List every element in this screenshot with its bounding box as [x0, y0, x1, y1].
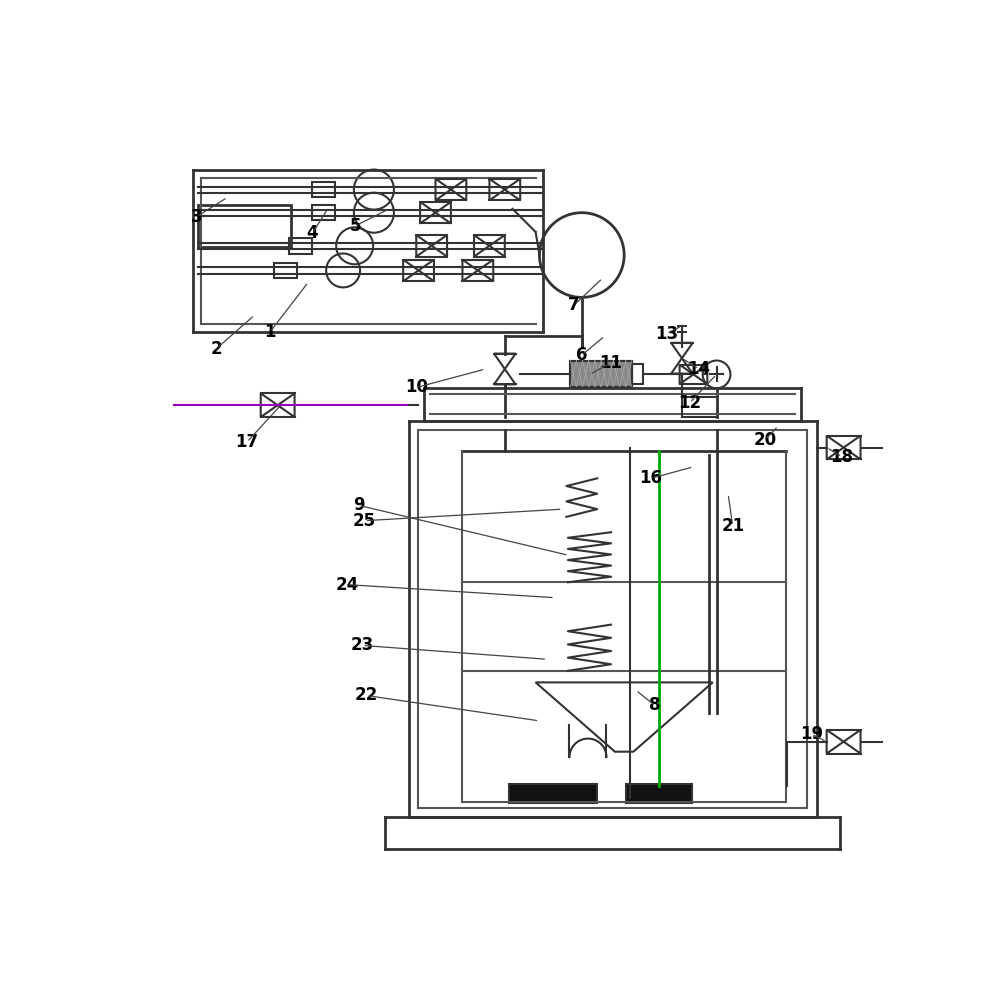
- Text: 4: 4: [306, 224, 318, 242]
- Text: 16: 16: [640, 469, 663, 487]
- Text: 9: 9: [353, 496, 364, 514]
- Text: 6: 6: [576, 347, 588, 365]
- Bar: [570, 361, 632, 387]
- Text: 18: 18: [831, 448, 854, 466]
- Bar: [198, 205, 291, 247]
- Bar: [626, 784, 692, 804]
- Text: 5: 5: [350, 217, 361, 235]
- Text: 22: 22: [355, 686, 378, 704]
- Text: 12: 12: [678, 393, 701, 412]
- Bar: [312, 182, 335, 197]
- Text: 20: 20: [753, 431, 777, 449]
- Bar: [632, 364, 643, 384]
- Text: 11: 11: [600, 354, 623, 372]
- Text: 10: 10: [405, 378, 428, 396]
- Bar: [312, 205, 335, 220]
- Text: 8: 8: [649, 696, 661, 714]
- Text: 21: 21: [721, 517, 744, 535]
- Text: 13: 13: [655, 325, 678, 343]
- Text: 14: 14: [687, 360, 710, 378]
- Text: 19: 19: [800, 725, 823, 743]
- Bar: [289, 238, 312, 254]
- Text: 25: 25: [353, 512, 376, 530]
- Text: 17: 17: [235, 433, 258, 451]
- Bar: [274, 263, 297, 278]
- Text: 7: 7: [568, 296, 580, 314]
- Bar: [509, 784, 597, 804]
- Text: 2: 2: [210, 340, 222, 358]
- Text: 23: 23: [351, 636, 374, 654]
- Bar: [570, 361, 632, 387]
- Text: 24: 24: [335, 576, 359, 594]
- Text: 3: 3: [191, 207, 203, 225]
- Text: 1: 1: [264, 323, 276, 341]
